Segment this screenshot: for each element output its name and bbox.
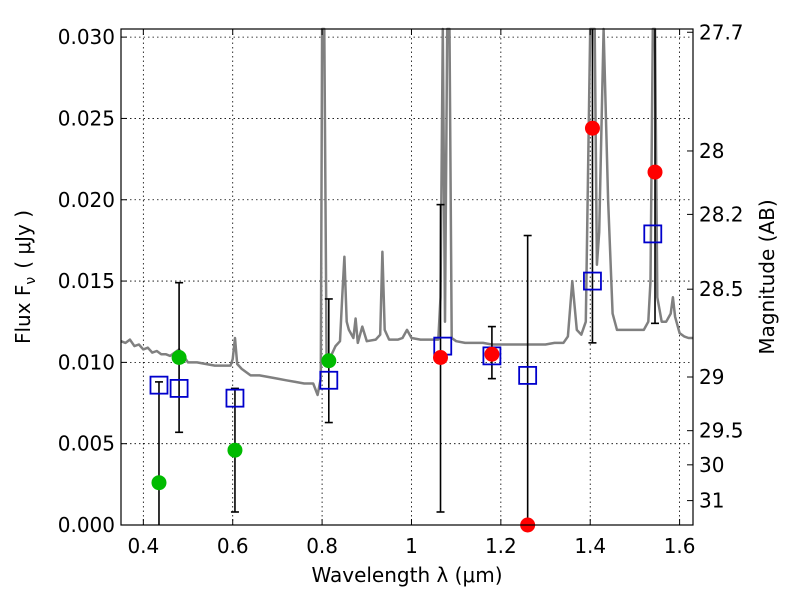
x-tick-label: 0.8 xyxy=(306,534,338,558)
green-point xyxy=(227,442,243,458)
red-point xyxy=(433,349,449,365)
y-tick-label: 0.025 xyxy=(58,106,115,130)
y2-tick-label: 28 xyxy=(699,139,724,163)
spectrum-line xyxy=(120,27,693,397)
plot-frame xyxy=(120,28,694,526)
y-axis-label-subscript: ν xyxy=(23,277,39,285)
red-point xyxy=(584,120,600,136)
y2-axis-label: Magnitude (AB) xyxy=(755,199,779,354)
ticks: 0.4 0.6 0.8 1 1.2 1.4 1.6 0.000 0.005 0.010 0.015 0… xyxy=(58,20,744,558)
green-point xyxy=(151,475,167,491)
y2-tick-label: 30 xyxy=(699,453,724,477)
y-tick-label: 0.000 xyxy=(58,513,115,537)
model-square xyxy=(643,224,663,244)
y2-tick-label: 29.5 xyxy=(699,419,744,443)
spectrum xyxy=(120,27,693,397)
model-square xyxy=(149,375,169,395)
markers xyxy=(149,120,663,533)
x-tick-label: 1.6 xyxy=(664,534,696,558)
x-tick-label: 1 xyxy=(405,534,418,558)
y2-tick-label: 27.7 xyxy=(699,20,744,44)
model-square xyxy=(583,271,602,291)
y-tick-label: 0.020 xyxy=(58,188,115,212)
model-square xyxy=(169,378,189,398)
model-square xyxy=(518,365,538,385)
y2-tick-label: 28.5 xyxy=(699,277,744,301)
y-axis-label-units: ( μJy ) xyxy=(11,210,35,269)
y-tick-label: 0.005 xyxy=(58,432,115,456)
y2-tick-label: 29 xyxy=(699,365,724,389)
x-tick-label: 1.2 xyxy=(485,534,517,558)
y2-tick-label: 31 xyxy=(699,489,724,513)
model-square xyxy=(319,370,339,390)
green-point xyxy=(321,353,337,369)
y-axis-label-main: Flux F xyxy=(11,285,35,344)
green-point xyxy=(171,349,187,365)
grid xyxy=(121,29,693,526)
x-axis-label: Wavelength λ (μm) xyxy=(311,563,502,587)
y-tick-label: 0.010 xyxy=(58,350,115,374)
y2-tick-label: 28.2 xyxy=(699,202,744,226)
x-tick-label: 0.6 xyxy=(217,534,249,558)
red-point xyxy=(484,346,500,362)
y-axis-label: Flux Fν ( μJy ) xyxy=(11,210,39,344)
model-square xyxy=(225,388,245,408)
red-point xyxy=(647,164,663,180)
y-tick-label: 0.015 xyxy=(58,269,115,293)
y-tick-label: 0.030 xyxy=(58,25,115,49)
x-tick-label: 1.4 xyxy=(574,534,606,558)
x-tick-label: 0.4 xyxy=(127,534,159,558)
